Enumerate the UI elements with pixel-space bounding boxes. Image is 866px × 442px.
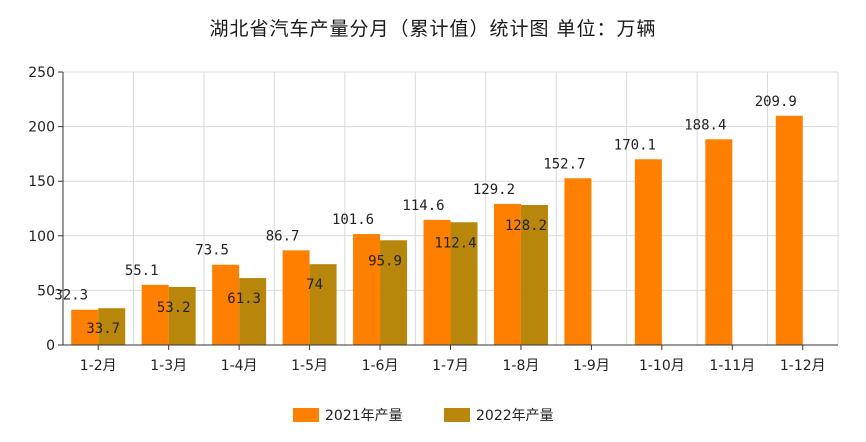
bars xyxy=(71,115,803,345)
data-label-2021: 209.9 xyxy=(755,94,797,110)
y-tick-label: 50 xyxy=(37,283,55,299)
data-label-2021: 114.6 xyxy=(402,198,444,214)
y-tick-label: 100 xyxy=(28,229,55,245)
bar-2021 xyxy=(493,203,521,345)
bar-2021 xyxy=(141,284,169,345)
legend-swatch-2022 xyxy=(444,408,470,422)
data-label-2022: 33.7 xyxy=(86,321,120,337)
data-label-2022: 53.2 xyxy=(157,300,191,316)
bar-2022 xyxy=(380,240,408,345)
grid xyxy=(62,71,839,346)
bar-2021 xyxy=(71,309,99,345)
bar-2022 xyxy=(520,205,548,345)
bar-2021 xyxy=(282,250,310,345)
bar-2021 xyxy=(353,234,381,345)
x-tick-label: 1-2月 xyxy=(80,358,117,374)
axes: 0 50 100 150 200 250 1-2月 1-3月 1-4月 1-5月 1-6月 1-7月 1… xyxy=(28,65,838,374)
bar-2021 xyxy=(212,264,240,345)
legend: 2021年产量 2022年产量 xyxy=(293,408,554,424)
bar-2022 xyxy=(450,222,478,345)
legend-label-2022: 2022年产量 xyxy=(476,408,554,424)
data-label-2022: 74 xyxy=(306,277,323,293)
x-tick-label: 1-11月 xyxy=(709,358,755,374)
bar-2022 xyxy=(309,264,337,345)
data-label-2021: 129.2 xyxy=(473,182,515,198)
bar-2021 xyxy=(564,178,592,345)
legend-swatch-2021 xyxy=(293,408,319,422)
data-label-2022: 95.9 xyxy=(368,253,402,269)
x-tick-label: 1-3月 xyxy=(150,358,187,374)
data-label-2021: 170.1 xyxy=(614,137,656,153)
bar-2021 xyxy=(634,159,662,345)
data-label-2021: 86.7 xyxy=(266,228,300,244)
y-tick-label: 0 xyxy=(46,338,55,354)
y-tick-label: 250 xyxy=(28,65,55,81)
y-tick-label: 150 xyxy=(28,174,55,190)
data-label-2021: 152.7 xyxy=(543,156,585,172)
x-tick-label: 1-5月 xyxy=(291,358,328,374)
x-tick-label: 1-10月 xyxy=(639,358,685,374)
x-tick-label: 1-8月 xyxy=(503,358,540,374)
x-tick-label: 1-7月 xyxy=(432,358,469,374)
data-labels: 32.3 55.1 73.5 86.7 101.6 114.6 129.2 152.7 170.… xyxy=(54,94,796,337)
x-tick-label: 1-9月 xyxy=(573,358,610,374)
x-tick-label: 1-4月 xyxy=(221,358,258,374)
x-tick-label: 1-12月 xyxy=(780,358,826,374)
bar-2022 xyxy=(239,278,267,345)
x-tick-label: 1-6月 xyxy=(362,358,399,374)
chart-title: 湖北省汽车产量分月（累计值）统计图 单位：万辆 xyxy=(209,18,656,40)
data-label-2021: 32.3 xyxy=(54,288,88,304)
bar-2021 xyxy=(775,115,803,345)
legend-label-2021: 2021年产量 xyxy=(325,408,403,424)
data-label-2021: 55.1 xyxy=(125,263,159,279)
y-tick-label: 200 xyxy=(28,120,55,136)
bar-2022 xyxy=(98,308,126,345)
data-label-2021: 73.5 xyxy=(195,243,229,259)
bar-2021 xyxy=(423,219,451,345)
data-label-2022: 61.3 xyxy=(227,291,261,307)
data-label-2021: 101.6 xyxy=(332,212,374,228)
bar-2021 xyxy=(705,139,733,345)
data-label-2022: 112.4 xyxy=(434,235,476,251)
data-label-2022: 128.2 xyxy=(505,218,547,234)
bar-2022 xyxy=(168,286,196,345)
data-label-2021: 188.4 xyxy=(684,117,726,133)
